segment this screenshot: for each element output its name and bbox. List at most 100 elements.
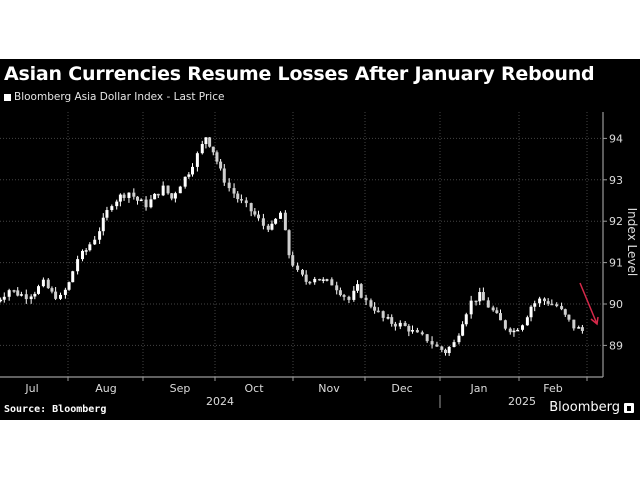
arrow-head-icon	[590, 316, 599, 326]
candle-body	[403, 322, 407, 326]
candle-body	[88, 244, 92, 251]
candle-body	[481, 292, 485, 301]
candle-body	[187, 174, 191, 177]
candle-body	[386, 317, 390, 319]
candle-body	[59, 294, 62, 299]
candle-body	[249, 203, 253, 212]
bloomberg-brand: Bloomberg	[549, 400, 634, 415]
candle-body	[296, 265, 300, 270]
candle-body	[183, 176, 187, 187]
candle-body	[435, 344, 439, 347]
candle-body	[81, 250, 84, 260]
y-tick-label: 89	[609, 339, 623, 352]
y-tick-label: 92	[609, 215, 623, 228]
candle-body	[486, 300, 490, 308]
candle-body	[364, 297, 368, 301]
candle-body	[153, 193, 157, 200]
candle-body	[508, 328, 512, 333]
candle-body	[29, 296, 33, 300]
candle-body	[512, 330, 516, 333]
candle-body	[356, 284, 359, 291]
candle-body	[63, 289, 67, 295]
candle-body	[491, 307, 495, 311]
candle-body	[0, 299, 3, 302]
candlestick-chart: 89 90 91 92 93 94 Jul Aug Sep Oct Nov Dec Jan Feb 2024…	[0, 112, 639, 408]
candle-body	[105, 210, 109, 218]
candle-body	[19, 294, 23, 296]
x-month-label: Nov	[318, 382, 340, 395]
candle-body	[156, 193, 160, 196]
candle-body	[166, 185, 170, 194]
candle-body	[191, 166, 194, 175]
candle-body	[398, 322, 402, 327]
candle-body	[144, 199, 148, 208]
candle-body	[533, 303, 537, 307]
source-note: Source: Bloomberg	[4, 404, 107, 415]
y-axis-title: Index Level	[625, 208, 639, 277]
x-month-label: Dec	[391, 382, 412, 395]
candle-body	[369, 300, 373, 307]
candle-body	[287, 230, 291, 256]
candle-body	[567, 314, 571, 320]
candle-body	[464, 314, 468, 325]
candle-body	[33, 293, 37, 297]
candle-body	[253, 211, 257, 215]
candle-body	[347, 296, 351, 300]
candle-body	[219, 161, 223, 169]
candle-body	[98, 231, 102, 240]
candle-body	[550, 303, 554, 306]
candle-body	[93, 239, 97, 245]
x-year-label: 2024	[206, 395, 234, 408]
candle-body	[195, 153, 199, 167]
candle-body	[67, 282, 71, 290]
brand-label: Bloomberg	[549, 400, 620, 415]
candle-body	[270, 223, 274, 230]
candle-body	[227, 182, 231, 189]
trend-arrow	[579, 282, 598, 325]
candle-body	[359, 284, 363, 298]
candle-body	[411, 330, 414, 332]
candle-body	[381, 311, 385, 318]
candle-body	[390, 317, 394, 324]
candle-body	[274, 218, 278, 224]
legend-label: Bloomberg Asia Dollar Index - Last Price	[14, 91, 225, 103]
candle-body	[452, 342, 456, 347]
candle-body	[580, 327, 584, 331]
x-month-label: Jan	[470, 382, 488, 395]
candle-body	[236, 193, 240, 200]
candle-body	[301, 269, 304, 275]
candle-body	[457, 335, 461, 343]
candle-body	[211, 146, 215, 153]
candle-body	[291, 255, 295, 266]
y-tick-label: 93	[609, 174, 623, 187]
candle-body	[529, 306, 533, 318]
legend: Bloomberg Asia Dollar Index - Last Price	[4, 91, 224, 103]
candle-body	[447, 346, 451, 354]
candle-body	[7, 290, 11, 297]
candle-body	[444, 349, 447, 354]
candle-body	[474, 300, 478, 303]
candle-body	[313, 278, 317, 283]
candle-body	[543, 298, 546, 302]
x-month-label: Oct	[244, 382, 264, 395]
candle-body	[244, 200, 248, 204]
candle-body	[393, 323, 397, 327]
bloomberg-logo-icon	[624, 402, 634, 413]
candle-body	[430, 341, 434, 345]
candle-body	[215, 152, 219, 162]
candle-body	[563, 309, 567, 315]
chart-panel: Asian Currencies Resume Losses After Jan…	[0, 59, 640, 420]
candle-body	[560, 306, 564, 310]
candle-body	[37, 286, 40, 294]
candle-body	[41, 279, 45, 287]
candle-body	[521, 325, 524, 330]
candle-body	[266, 225, 270, 230]
candle-body	[208, 137, 212, 147]
candle-body	[516, 329, 520, 332]
candle-body	[425, 334, 429, 342]
candle-body	[279, 212, 282, 219]
candle-body	[415, 330, 419, 333]
candle-body	[12, 290, 16, 292]
candle-body	[118, 194, 122, 202]
candle-body	[373, 306, 377, 311]
